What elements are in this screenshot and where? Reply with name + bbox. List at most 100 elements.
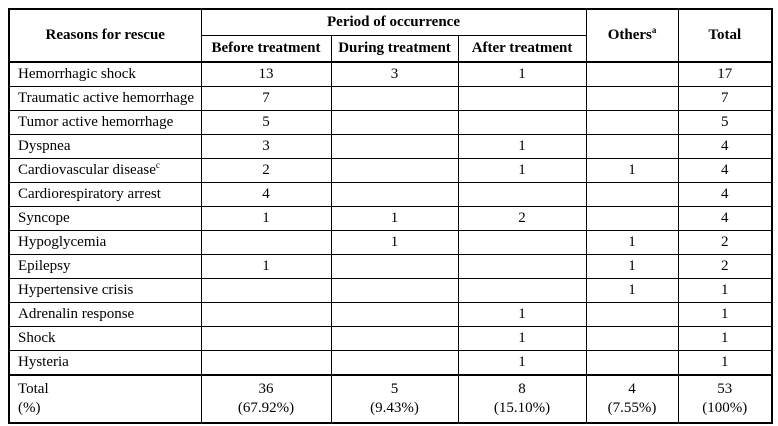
cell-before: 2: [200, 158, 332, 183]
total-others-pct: (7.55%): [607, 400, 657, 416]
cell-before: [200, 326, 332, 351]
cell-during: [330, 350, 459, 376]
reason-superscript: c: [155, 159, 160, 170]
cell-before: [200, 230, 332, 255]
cell-after: [457, 110, 587, 135]
reason-label: Hysteria: [18, 353, 69, 370]
cell-total: 1: [677, 350, 773, 376]
cell-total-label: Total (%): [8, 374, 202, 424]
cell-before: [200, 278, 332, 303]
header-after-treatment: After treatment: [457, 35, 587, 63]
header-reasons: Reasons for rescue: [8, 8, 202, 63]
cell-during: 1: [330, 230, 459, 255]
total-before-count: 36: [258, 380, 274, 397]
cell-after: [457, 86, 587, 111]
cell-before: 13: [200, 61, 332, 87]
cell-before: 3: [200, 134, 332, 159]
cell-reason: Epilepsy: [8, 254, 202, 279]
cell-during: [330, 158, 459, 183]
header-period-group: Period of occurrence: [200, 8, 587, 36]
cell-after: 1: [457, 326, 587, 351]
cell-after: 1: [457, 158, 587, 183]
reason-label: Hypoglycemia: [18, 233, 107, 250]
cell-total-after: 8 (15.10%): [457, 374, 587, 424]
cell-others: 1: [585, 230, 679, 255]
reason-label: Cardiorespiratory arrest: [18, 185, 161, 202]
cell-total: 5: [677, 110, 773, 135]
cell-reason: Hypoglycemia: [8, 230, 202, 255]
cell-before: 1: [200, 206, 332, 231]
cell-before: 5: [200, 110, 332, 135]
cell-total: 17: [677, 61, 773, 87]
cell-others: [585, 206, 679, 231]
cell-others: [585, 134, 679, 159]
cell-others: [585, 61, 679, 87]
reason-label: Adrenalin response: [18, 305, 135, 322]
cell-after: 1: [457, 350, 587, 376]
table-row: Dyspnea 3 1 4: [8, 134, 773, 159]
cell-total: 1: [677, 278, 773, 303]
cell-after: 1: [457, 134, 587, 159]
rescue-reasons-table: Reasons for rescue Period of occurrence …: [8, 8, 774, 424]
cell-after: [457, 254, 587, 279]
cell-reason: Cardiovascular diseasec: [8, 158, 202, 183]
header-before-treatment: Before treatment: [200, 35, 332, 63]
total-before-pct: (67.92%): [237, 400, 295, 416]
cell-reason: Hypertensive crisis: [8, 278, 202, 303]
total-after-count: 8: [518, 380, 526, 397]
table-row: Hysteria 1 1: [8, 350, 773, 376]
cell-total: 7: [677, 86, 773, 111]
cell-before: 1: [200, 254, 332, 279]
cell-during: [330, 182, 459, 207]
total-label-line2: (%): [18, 400, 41, 416]
cell-others: [585, 326, 679, 351]
cell-others: [585, 350, 679, 376]
grand-total-count: 53: [717, 380, 733, 397]
others-superscript: a: [651, 24, 657, 35]
cell-reason: Hysteria: [8, 350, 202, 376]
total-during-pct: (9.43%): [370, 400, 419, 416]
cell-before: 4: [200, 182, 332, 207]
cell-during: [330, 278, 459, 303]
table-row: Tumor active hemorrhage 5 5: [8, 110, 773, 135]
total-row: Total (%) 36 (67.92%) 5 (9.43%) 8 (15.10%) 4…: [8, 374, 773, 424]
reason-label: Cardiovascular disease: [18, 161, 156, 178]
grand-total-pct: (100%): [702, 400, 748, 416]
cell-before: 7: [200, 86, 332, 111]
cell-total: 4: [677, 206, 773, 231]
cell-total: 2: [677, 254, 773, 279]
cell-before: [200, 302, 332, 327]
cell-before: [200, 350, 332, 376]
cell-others: [585, 110, 679, 135]
cell-reason: Dyspnea: [8, 134, 202, 159]
table-row: Hemorrhagic shock 13 3 1 17: [8, 61, 773, 87]
header-others: Othersa: [585, 8, 679, 63]
header-row-1: Reasons for rescue Period of occurrence …: [8, 8, 773, 63]
cell-total-others: 4 (7.55%): [585, 374, 679, 424]
cell-others: 1: [585, 158, 679, 183]
reason-label: Hemorrhagic shock: [18, 65, 136, 82]
cell-after: [457, 278, 587, 303]
cell-reason: Cardiorespiratory arrest: [8, 182, 202, 207]
header-row-2: Before treatment During treatment After …: [9, 35, 772, 63]
cell-reason: Traumatic active hemorrhage: [8, 86, 202, 111]
cell-total: 1: [677, 326, 773, 351]
cell-others: 1: [585, 278, 679, 303]
reason-label: Hypertensive crisis: [18, 281, 134, 298]
cell-others: [585, 182, 679, 207]
cell-after: [457, 182, 587, 207]
cell-after: 1: [457, 61, 587, 87]
header-during-treatment: During treatment: [330, 35, 459, 63]
reason-label: Traumatic active hemorrhage: [18, 89, 195, 106]
cell-during: [330, 302, 459, 327]
cell-during: [330, 134, 459, 159]
total-label-line1: Total: [18, 380, 49, 397]
cell-reason: Syncope: [8, 206, 202, 231]
table-row: Adrenalin response 1 1: [8, 302, 773, 327]
cell-reason: Shock: [8, 326, 202, 351]
total-after-pct: (15.10%): [493, 400, 551, 416]
cell-total: 4: [677, 182, 773, 207]
cell-after: 2: [457, 206, 587, 231]
table-row: Syncope 1 1 2 4: [8, 206, 773, 231]
